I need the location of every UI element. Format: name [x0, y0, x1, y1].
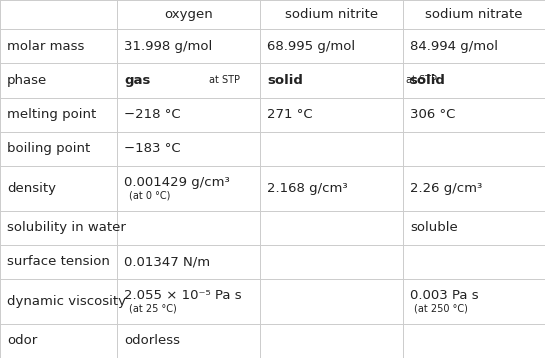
Text: oxygen: oxygen [164, 8, 213, 21]
Text: 306 °C: 306 °C [410, 108, 455, 121]
Text: (at 250 °C): (at 250 °C) [414, 304, 468, 314]
Text: 0.01347 N/m: 0.01347 N/m [124, 256, 210, 268]
Text: odor: odor [7, 334, 38, 347]
Text: odorless: odorless [124, 334, 180, 347]
Text: density: density [7, 182, 56, 195]
Text: 84.994 g/mol: 84.994 g/mol [410, 40, 498, 53]
Text: (at 0 °C): (at 0 °C) [129, 190, 170, 200]
Text: (at 25 °C): (at 25 °C) [129, 304, 177, 314]
Text: at STP: at STP [209, 76, 240, 86]
Text: 2.168 g/cm³: 2.168 g/cm³ [267, 182, 348, 195]
Text: surface tension: surface tension [7, 256, 110, 268]
Text: gas: gas [124, 74, 150, 87]
Text: boiling point: boiling point [7, 142, 90, 155]
Text: melting point: melting point [7, 108, 96, 121]
Text: solid: solid [410, 74, 446, 87]
Text: soluble: soluble [410, 221, 458, 234]
Text: 2.055 × 10⁻⁵ Pa s: 2.055 × 10⁻⁵ Pa s [124, 289, 242, 302]
Text: 271 °C: 271 °C [267, 108, 313, 121]
Text: dynamic viscosity: dynamic viscosity [7, 295, 126, 308]
Text: phase: phase [7, 74, 47, 87]
Text: −183 °C: −183 °C [124, 142, 181, 155]
Text: sodium nitrate: sodium nitrate [425, 8, 523, 21]
Text: molar mass: molar mass [7, 40, 84, 53]
Text: sodium nitrite: sodium nitrite [285, 8, 378, 21]
Text: 0.003 Pa s: 0.003 Pa s [410, 289, 479, 302]
Text: at STP: at STP [406, 76, 437, 86]
Text: 0.001429 g/cm³: 0.001429 g/cm³ [124, 176, 230, 189]
Text: 2.26 g/cm³: 2.26 g/cm³ [410, 182, 482, 195]
Text: 68.995 g/mol: 68.995 g/mol [267, 40, 355, 53]
Text: solid: solid [267, 74, 303, 87]
Text: −218 °C: −218 °C [124, 108, 181, 121]
Text: solubility in water: solubility in water [7, 221, 126, 234]
Text: 31.998 g/mol: 31.998 g/mol [124, 40, 213, 53]
